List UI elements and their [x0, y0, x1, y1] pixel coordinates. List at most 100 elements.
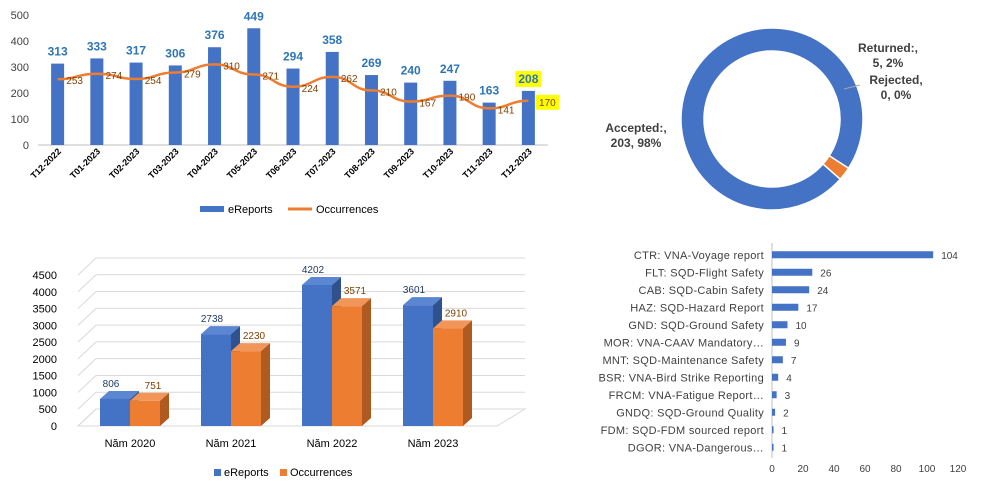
ereports-value-label: 306	[165, 46, 185, 60]
report-bar	[772, 251, 934, 259]
ereports-value-label: 269	[361, 56, 381, 70]
gridline	[77, 257, 525, 276]
y-tick-label: 200	[11, 88, 29, 100]
ereports-value-label: 4202	[302, 265, 325, 276]
occurrences-bar-top	[332, 298, 371, 307]
donut-slice-returned	[821, 154, 850, 181]
value-label: 7	[791, 356, 797, 367]
report-bar	[772, 321, 788, 329]
legend-swatch-ereports	[214, 469, 221, 476]
ereports-bar	[51, 63, 65, 146]
x-tick-label: T07-2023	[303, 146, 337, 180]
gridline	[77, 291, 525, 309]
y-tick-label: 300	[11, 62, 29, 74]
x-tick-label: T08-2023	[343, 146, 377, 180]
x-tick-label: T01-2023	[68, 146, 102, 180]
x-tick-label: 80	[890, 464, 902, 475]
x-tick-label: Năm 2021	[206, 438, 257, 450]
occurrences-value-label: 170	[539, 98, 556, 109]
ereports-value-label: 247	[440, 62, 460, 76]
ereports-bar	[364, 75, 378, 145]
accepted-label: Accepted:,	[605, 121, 666, 135]
occurrences-value-label: 224	[302, 84, 319, 95]
legend-label-occurrences: Occurrences	[316, 204, 379, 216]
ereports-bar	[403, 305, 433, 426]
occurrences-bar	[433, 328, 463, 426]
occurrences-bar-top	[130, 392, 169, 401]
category-label: CAB: SQD-Cabin Safety	[638, 285, 764, 297]
x-tick-label: T10-2023	[421, 146, 455, 180]
returned-value: 5, 2%	[873, 56, 904, 70]
y-tick-label: 2500	[33, 337, 57, 349]
value-label: 24	[817, 286, 829, 297]
occurrences-value-label: 2230	[243, 331, 266, 342]
ereports-bar	[443, 80, 457, 145]
y-tick-label: 100	[11, 114, 29, 126]
x-tick-label: 0	[769, 464, 775, 475]
occurrences-value-label: 279	[184, 69, 201, 80]
ereports-bar-top	[201, 326, 240, 335]
ereports-value-label: 333	[87, 39, 107, 53]
returned-label: Returned:,	[858, 41, 918, 55]
category-label: HAZ: SQD-Hazard Report	[630, 302, 764, 314]
report-type-bar-chart: CTR: VNA-Voyage report 104 FLT: SQD-Flight…	[560, 236, 982, 494]
x-tick-label: T05-2023	[225, 146, 259, 180]
category-label: FDM: SQD-FDM sourced report	[601, 425, 764, 437]
occurrences-bar-side	[463, 320, 472, 426]
category-label: FRCM: VNA-Fatigue Report…	[609, 390, 764, 402]
gridline	[77, 274, 525, 293]
value-label: 1	[782, 426, 788, 437]
value-label: 2	[783, 408, 789, 419]
category-label: DGOR: VNA-Dangerous…	[628, 442, 764, 454]
ereports-value-label: 3601	[403, 285, 426, 296]
value-label: 26	[820, 268, 832, 279]
category-label: FLT: SQD-Flight Safety	[645, 267, 764, 279]
report-bar	[772, 338, 786, 346]
ereports-value-label: 313	[48, 45, 68, 59]
ereports-bar	[129, 62, 143, 145]
legend-label-ereports: eReports	[228, 204, 273, 216]
ereports-bar-top	[403, 297, 442, 306]
ereports-bar	[325, 51, 339, 145]
value-label: 9	[794, 338, 800, 349]
x-tick-label: Năm 2022	[307, 438, 358, 450]
y-tick-label: 1500	[33, 371, 57, 383]
x-tick-label: 120	[950, 464, 967, 475]
x-tick-label: T06-2023	[264, 146, 298, 180]
report-bar	[772, 426, 774, 434]
occurrences-value-label: 271	[262, 72, 279, 83]
yearly-3d-column-chart-svg: 0 500 1000 1500 2000 2500 3000 3500 4000 4500 806 7…	[33, 257, 527, 479]
occurrences-value-label: 167	[419, 99, 436, 110]
ereports-value-label: 376	[205, 28, 225, 42]
report-bar	[772, 303, 799, 311]
x-tick-label: T11-2023	[461, 146, 495, 180]
report-bar	[772, 356, 783, 364]
category-label: GND: SQD-Ground Safety	[628, 320, 764, 332]
status-donut-chart: Accepted:, 203, 98% Returned:, 5, 2% Rejecte…	[560, 0, 982, 230]
gridline	[77, 374, 525, 393]
ereports-value-label: 449	[244, 9, 264, 23]
ereports-bar-top	[100, 390, 139, 399]
occurrences-bar-top	[433, 320, 472, 329]
occurrences-value-label: 210	[380, 87, 397, 98]
category-label: GNDQ: SQD-Ground Quality	[616, 407, 764, 419]
ereports-bar-top	[302, 276, 341, 285]
y-tick-label: 3500	[33, 304, 57, 316]
ereports-value-label: 294	[283, 50, 303, 64]
report-bar	[772, 373, 779, 381]
ereports-value-label: 317	[126, 44, 146, 58]
legend-swatch-occurrences	[280, 469, 287, 476]
gridline	[77, 391, 525, 410]
legend-label-ereports: eReports	[224, 467, 269, 479]
y-tick-label: 1000	[33, 387, 57, 399]
ereports-bar	[100, 398, 130, 426]
y-tick-label: 4000	[33, 287, 57, 299]
x-tick-label: 20	[797, 464, 809, 475]
x-tick-label: T09-2023	[382, 146, 416, 180]
x-tick-label: 40	[828, 464, 840, 475]
ereports-value-label: 163	[479, 84, 499, 98]
occurrences-line	[57, 63, 529, 110]
x-tick-label: Năm 2020	[105, 438, 156, 450]
y-tick-label: 4500	[33, 270, 57, 282]
y-tick-label: 0	[23, 140, 29, 152]
